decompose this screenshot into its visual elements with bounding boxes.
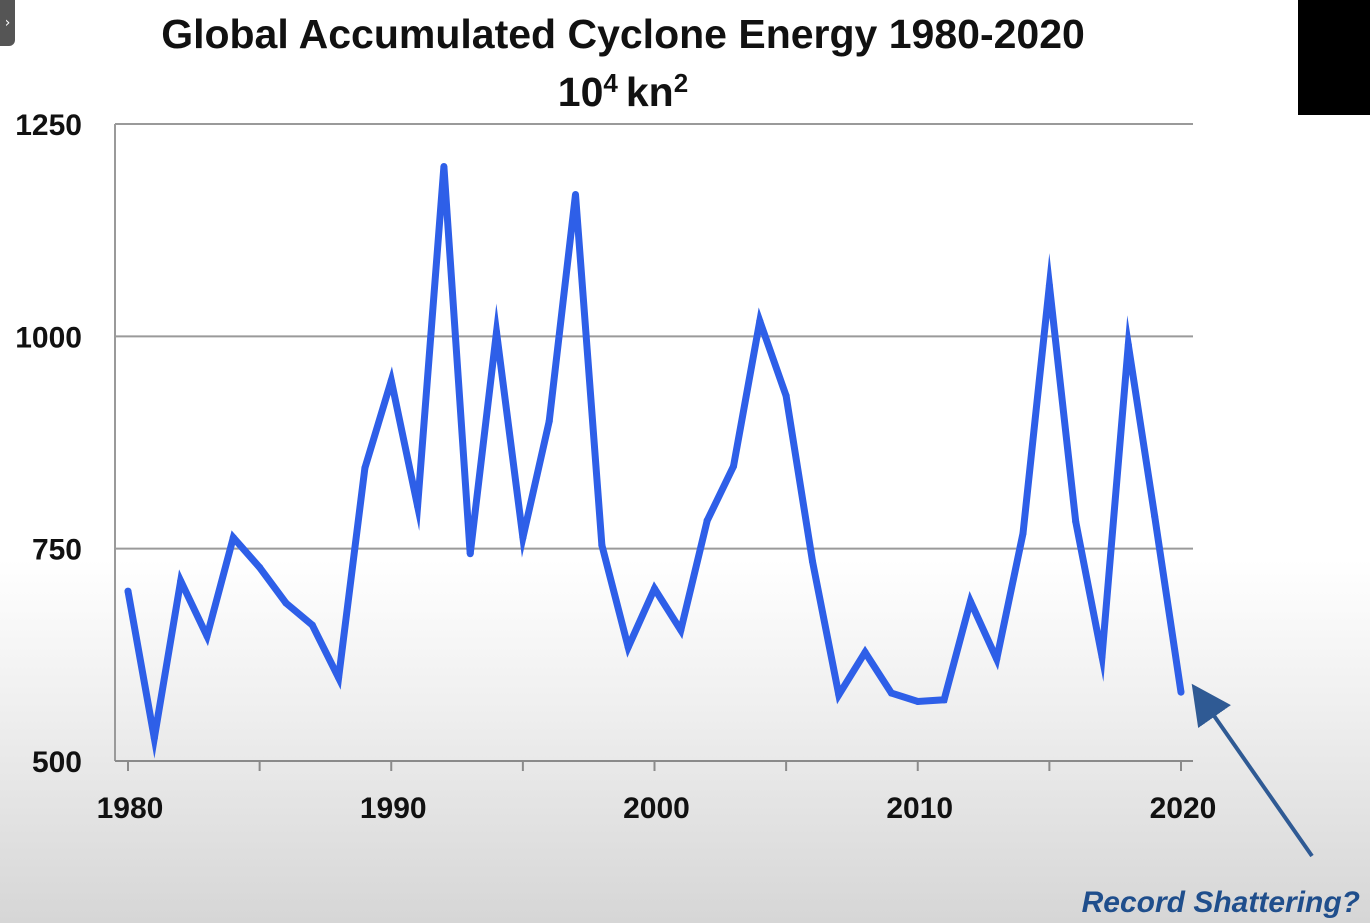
data-point-2013 [993,655,1001,663]
x-tick-label-1980: 1980 [97,792,164,825]
data-point-2018 [1124,341,1132,349]
data-point-2020 [1177,688,1185,696]
subtitle-base: 10 [558,69,604,115]
data-point-2005 [782,392,790,400]
data-point-2015 [1045,281,1053,289]
y-tick-label-1000: 1000 [15,321,82,354]
annotation-arrow [1191,683,1314,858]
chart-title: Global Accumulated Cyclone Energy 1980-2… [161,11,1085,57]
data-point-1999 [624,643,632,651]
annotation-text: Record Shattering? [1082,886,1360,919]
data-point-2007 [835,691,843,699]
x-tick-label-2020: 2020 [1150,792,1217,825]
data-point-1991 [414,502,422,510]
data-point-1980 [124,587,132,595]
chart-subtitle: 104 kn2 [558,68,688,115]
series-layer [124,162,1185,759]
x-tick-label-2010: 2010 [886,792,953,825]
data-point-2019 [1151,512,1159,520]
axes [114,124,1193,771]
data-point-1997 [572,190,580,198]
data-point-1985 [256,563,264,571]
data-point-1998 [598,541,606,549]
x-tick-label-1990: 1990 [360,792,427,825]
data-point-1994 [493,328,501,336]
data-point-1989 [361,464,369,472]
gridlines [115,123,1193,550]
data-point-2006 [808,557,816,565]
data-point-2003 [729,462,737,470]
data-point-2011 [940,696,948,704]
data-point-1987 [308,621,316,629]
tick-labels: 500 750 1000 1250 1980 1990 2000 2010 2020 [15,109,1216,825]
data-point-2012 [966,597,974,605]
data-point-1990 [387,376,395,384]
data-point-1981 [150,734,158,742]
y-tick-label-750: 750 [32,534,82,567]
data-point-2001 [677,626,685,634]
data-point-1996 [545,417,553,425]
data-point-2002 [703,517,711,525]
data-point-2017 [1098,653,1106,661]
y-tick-label-1250: 1250 [15,109,82,142]
data-point-2010 [914,698,922,706]
data-point-2008 [861,648,869,656]
data-point-2004 [756,317,764,325]
data-point-1986 [282,599,290,607]
data-point-1982 [177,577,185,585]
overlay-black-panel [1298,0,1370,115]
y-tick-label-500: 500 [32,746,82,779]
x-tick-label-2000: 2000 [623,792,690,825]
annotation: Record Shattering? [1082,683,1360,919]
data-point-2000 [651,585,658,593]
data-point-1983 [203,632,211,640]
data-point-1992 [440,162,448,170]
data-point-2016 [1072,517,1080,525]
data-point-1984 [229,534,237,542]
data-point-2009 [887,689,895,697]
subtitle-unit: kn [626,69,674,115]
overlay-expand-tab[interactable]: › [0,0,15,46]
subtitle-exponent: 4 [603,68,618,98]
data-point-1988 [335,674,343,682]
data-point-1995 [519,534,527,542]
data-point-1993 [466,550,474,558]
series-line-0 [124,166,1185,759]
subtitle-unit-exponent: 2 [674,68,688,98]
data-point-2014 [1019,529,1027,537]
